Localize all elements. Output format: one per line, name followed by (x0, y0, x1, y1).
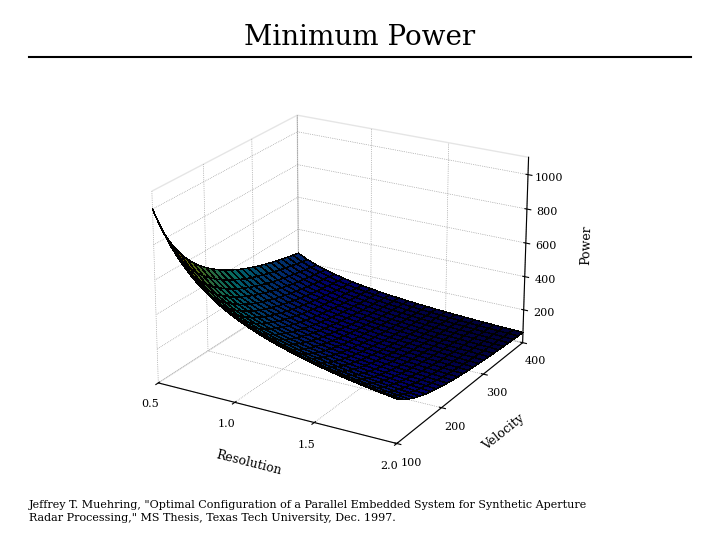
Text: Minimum Power: Minimum Power (244, 24, 476, 51)
Text: Jeffrey T. Muehring, "Optimal Configuration of a Parallel Embedded System for Sy: Jeffrey T. Muehring, "Optimal Configurat… (29, 500, 587, 523)
Y-axis label: Velocity: Velocity (480, 412, 528, 453)
X-axis label: Resolution: Resolution (215, 449, 284, 478)
